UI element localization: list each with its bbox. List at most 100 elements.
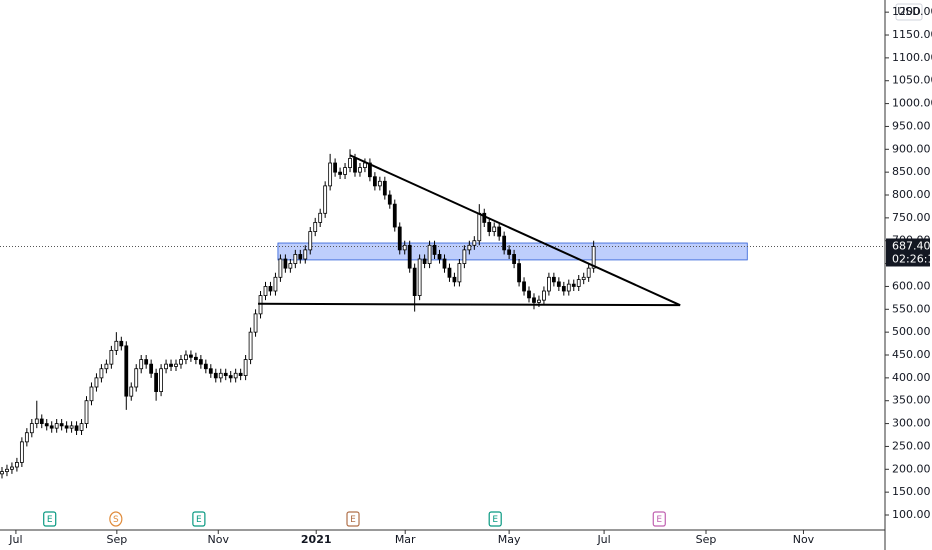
y-tick-label: 350.00 <box>892 394 931 407</box>
candle-body <box>278 258 283 278</box>
y-tick-label: 1100.00 <box>892 51 932 64</box>
candle-body <box>537 299 541 303</box>
candle-body <box>358 167 362 173</box>
candle-body <box>44 423 49 427</box>
candle-body <box>79 423 84 431</box>
candle-body <box>89 386 94 402</box>
candle-body <box>343 167 347 175</box>
candle-body <box>407 244 412 269</box>
candle-body <box>402 244 407 251</box>
candle-body <box>412 267 417 296</box>
trendline <box>349 154 681 307</box>
candle-body <box>427 244 432 264</box>
currency[interactable]: USD <box>897 5 921 18</box>
y-tick-label: 850.00 <box>892 165 931 178</box>
event-marker <box>43 511 57 527</box>
candle-body <box>39 418 44 424</box>
x-tick-label: 2021 <box>301 533 332 546</box>
candle-body <box>94 377 99 388</box>
candle-body <box>387 194 392 205</box>
y-tick-label: 750.00 <box>892 211 931 224</box>
candle-body <box>432 244 437 255</box>
x-tick-label: Sep <box>106 533 127 546</box>
candle-body <box>527 290 531 299</box>
last-price-box <box>886 238 930 267</box>
candle-body <box>382 180 387 196</box>
candle-body <box>477 212 482 242</box>
candle-body <box>174 363 178 367</box>
candle-body <box>0 471 4 475</box>
candle-body <box>507 249 512 255</box>
x-tick-label: Sep <box>696 533 717 546</box>
candle-body <box>338 171 342 175</box>
event-marker <box>346 511 360 527</box>
candle-body <box>372 176 377 187</box>
candle-body <box>179 359 183 365</box>
y-tick-label: 1000.00 <box>892 97 932 110</box>
candle-body <box>99 368 104 379</box>
candle-body <box>442 258 447 269</box>
candle-body <box>566 283 571 292</box>
candle-body <box>84 400 89 424</box>
candle-body <box>109 350 114 365</box>
candle-body <box>497 226 502 237</box>
x-tick-label: Nov <box>208 533 230 546</box>
candle-body <box>54 423 59 429</box>
candle-body <box>49 425 54 429</box>
y-tick-label: 1200.00 <box>892 5 932 18</box>
y-tick-label: 550.00 <box>892 302 931 315</box>
candle-body <box>283 258 288 269</box>
candle-body <box>313 222 318 232</box>
candle-body <box>397 226 402 251</box>
x-tick-label: May <box>498 533 521 546</box>
candle-body <box>144 359 149 365</box>
y-tick-label: 1150.00 <box>892 28 932 41</box>
last-price-label: 687.40 <box>892 239 931 252</box>
candle-body <box>502 235 507 251</box>
candle-body <box>492 226 497 232</box>
candle-body <box>318 212 323 223</box>
candle-body <box>353 158 357 173</box>
candle-body <box>64 425 69 429</box>
candle-body <box>333 162 337 173</box>
y-tick-label: 950.00 <box>892 119 931 132</box>
candle-body <box>159 368 163 392</box>
candle-body <box>24 432 29 443</box>
candle-body <box>512 254 516 264</box>
event-letter: E <box>47 515 53 525</box>
candle-body <box>149 363 154 374</box>
event-marker <box>109 511 123 527</box>
candle-body <box>129 386 134 397</box>
x-tick-label: Nov <box>793 533 815 546</box>
candle-body <box>437 254 442 260</box>
x-tick-label: Mar <box>395 533 416 546</box>
candle-body <box>517 263 521 283</box>
candle-body <box>124 345 129 397</box>
y-tick-label: 1050.00 <box>892 74 932 87</box>
candle-body <box>164 363 168 370</box>
candle-body <box>447 267 452 278</box>
candle-body <box>15 462 19 468</box>
currency-box[interactable] <box>895 3 923 21</box>
event-letter: E <box>656 515 662 525</box>
candle-body <box>203 363 208 370</box>
candle-body <box>29 423 34 434</box>
candle-body <box>10 466 14 470</box>
candle-body <box>452 276 457 283</box>
candle-body <box>551 276 556 283</box>
y-tick-label: 200.00 <box>892 462 931 475</box>
event-marker <box>652 511 666 527</box>
candle-body <box>547 276 551 292</box>
candle-body <box>19 441 24 463</box>
candle-body <box>263 286 268 296</box>
candle-body <box>59 423 64 427</box>
candle-body <box>581 276 586 280</box>
candle-body <box>303 249 308 260</box>
candle-body <box>542 290 546 301</box>
candle-body <box>323 185 328 214</box>
candle-body <box>363 162 367 168</box>
labels: USD 100.00 150.00 200.00 250.00 300.00 350.00… <box>8 3 932 546</box>
